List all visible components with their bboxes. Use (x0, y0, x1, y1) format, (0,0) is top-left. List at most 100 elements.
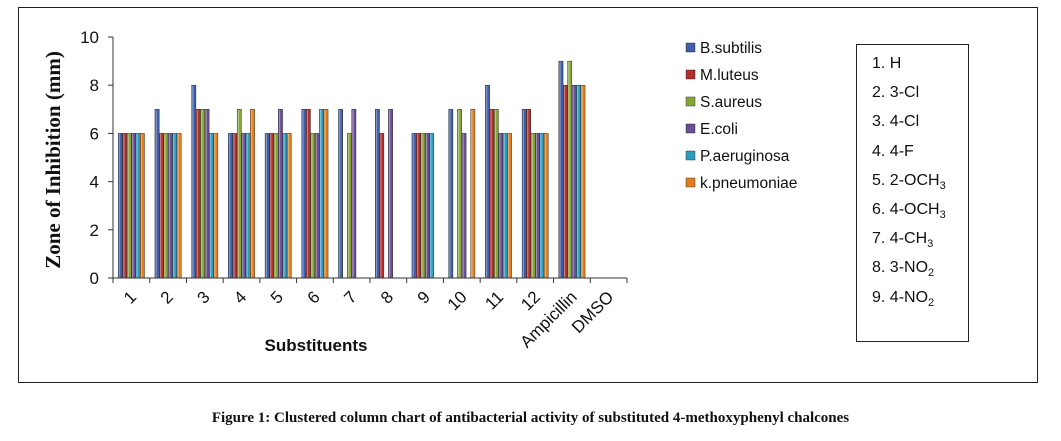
y-tick-label: 6 (90, 124, 99, 143)
bar-highlight (430, 133, 432, 278)
x-tick-label: 1 (120, 287, 140, 307)
x-axis-label: Substituents (265, 336, 368, 355)
bar-highlight (118, 133, 121, 278)
key-item-text: 1. H (872, 55, 902, 72)
bar-highlight (449, 109, 451, 278)
x-tick-label: 4 (230, 287, 250, 307)
key-item-text: 2. 3-Cl (872, 84, 920, 102)
key-item: 5. 2-OCH3 (872, 172, 946, 192)
bar-highlight (155, 109, 157, 278)
figure-caption: Figure 1: Clustered column chart of anti… (211, 410, 850, 426)
bar-highlight (250, 109, 253, 278)
y-tick-label: 8 (90, 76, 99, 95)
legend-swatch-s-aureus (685, 96, 696, 107)
bar-highlight (205, 109, 207, 278)
key-item: 6. 4-OCH3 (872, 201, 946, 221)
legend-swatch-m-luteus (685, 69, 696, 80)
legend-label-k-pneumoniae: k.pneumoniae (700, 175, 797, 192)
key-item-subscript: 2 (928, 296, 935, 309)
key-item-subscript: 3 (927, 238, 934, 251)
legend-swatch-e-coli (685, 123, 696, 134)
y-tick-label: 0 (90, 269, 99, 288)
bar-highlight (416, 133, 419, 278)
bar-highlight (540, 133, 542, 278)
bar-highlight (192, 85, 194, 278)
bar-highlight (503, 133, 505, 278)
key-item-text: 9. 4-NO (872, 288, 929, 306)
x-tick-label: 12 (517, 287, 544, 314)
key-item-text: 8. 3-NO (872, 259, 929, 277)
bar-highlight (132, 133, 134, 278)
bar-highlight (214, 133, 216, 278)
key-item-text: 6. 4-OCH (872, 201, 940, 218)
bar-highlight (159, 133, 162, 278)
bar-highlight (421, 133, 423, 278)
bar-highlight (535, 133, 538, 278)
bar-highlight (140, 133, 143, 278)
legend-label-s-aureus: S.aureus (700, 94, 762, 111)
key-item: 9. 4-NO2 (872, 289, 934, 309)
bar-highlight (246, 133, 248, 278)
bar-highlight (412, 133, 414, 278)
x-tick-label: 3 (193, 287, 213, 307)
bar-highlight (375, 109, 378, 278)
legend-swatch-k-pneumoniae (685, 177, 696, 188)
key-item: 7. 4-CH3 (872, 230, 933, 250)
bar-highlight (522, 109, 524, 278)
legend-label-b-subtilis: B.subtilis (700, 40, 762, 57)
bar-highlight (347, 133, 350, 278)
bar-highlight (380, 133, 382, 278)
key-item: 3. 4-Cl (872, 113, 919, 131)
x-tick-label: 9 (414, 287, 434, 307)
bar-highlight (494, 109, 497, 278)
bar-highlight (324, 109, 326, 278)
bar-highlight (287, 133, 289, 278)
bar-highlight (527, 109, 529, 278)
bar-highlight (242, 133, 244, 278)
legend-label-e-coli: E.coli (700, 121, 738, 138)
x-tick-label: 7 (340, 287, 360, 307)
key-item: 4. 4-F (872, 143, 914, 161)
key-item: 2. 3-Cl (872, 84, 919, 102)
key-item-subscript: 3 (939, 209, 946, 222)
figure-frame (18, 7, 1038, 383)
bar-highlight (265, 133, 267, 278)
bar-highlight (233, 133, 235, 278)
bar-highlight (164, 133, 166, 278)
key-item: 8. 3-NO2 (872, 259, 934, 279)
key-item-text: 7. 4-CH (872, 230, 928, 248)
bar-highlight (278, 109, 281, 278)
bar-highlight (173, 133, 175, 278)
legend-swatch-b-subtilis (685, 42, 696, 53)
bar-highlight (576, 85, 579, 278)
bar-highlight (168, 133, 171, 278)
y-tick-label: 10 (80, 28, 99, 47)
bar-highlight (389, 109, 391, 278)
y-axis-label: Zone of Inhibition (mm) (41, 51, 65, 269)
bar-highlight (228, 133, 231, 278)
key-item-subscript: 2 (928, 267, 935, 280)
bar-highlight (209, 133, 212, 278)
bar-highlight (123, 133, 125, 278)
substituent-key: 1. H 2. 3-Cl 3. 4-Cl 4. 4-F 5. 2-OCH3 6. 4-OC… (856, 44, 969, 342)
bar-highlight (425, 133, 428, 278)
bar-highlight (283, 133, 285, 278)
bar-highlight (581, 85, 583, 278)
key-item: 1. H (872, 55, 901, 73)
bar-highlight (270, 133, 272, 278)
key-item-subscript: 3 (939, 179, 946, 192)
bar-highlight (507, 133, 510, 278)
bar-highlight (572, 85, 574, 278)
x-tick-label: 8 (377, 287, 397, 307)
key-item-text: 3. 4-Cl (872, 113, 920, 131)
bar-highlight (499, 133, 501, 278)
bar-highlight (485, 85, 488, 278)
bar-highlight (563, 85, 566, 278)
bar-highlight (490, 109, 492, 278)
x-tick-label: 6 (304, 287, 324, 307)
bar-highlight (306, 109, 309, 278)
bar-highlight (352, 109, 354, 278)
x-tick-label: DMSO (568, 287, 617, 336)
bar-highlight (274, 133, 276, 278)
